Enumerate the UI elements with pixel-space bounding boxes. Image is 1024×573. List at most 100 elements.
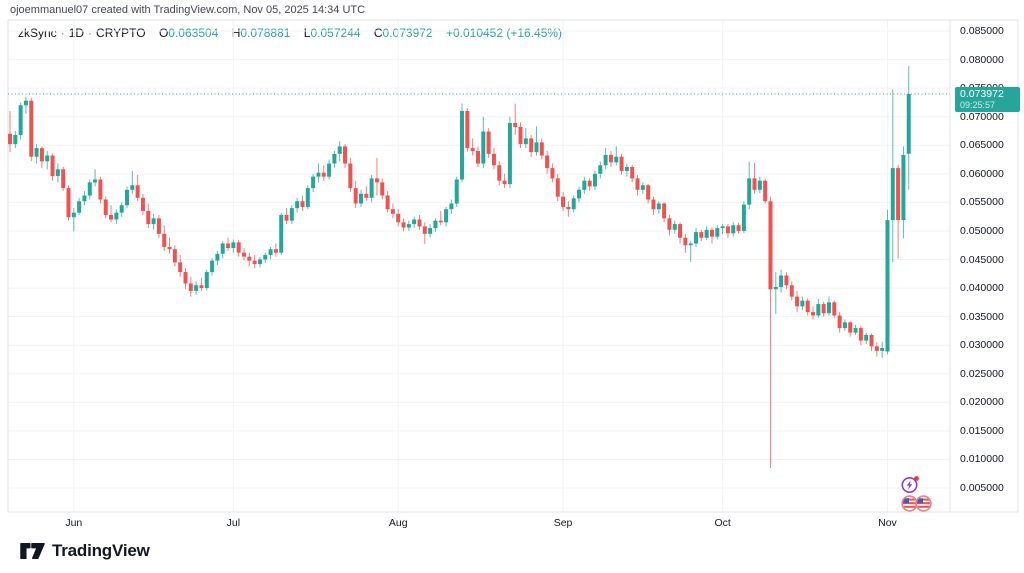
tradingview-logo[interactable]: TradingView [20,541,150,561]
lightning-sticker-icon[interactable] [900,475,921,495]
candle-up [194,285,199,291]
candle-down [390,209,395,214]
tradingview-logo-icon [20,543,45,559]
legend-separator: · [88,26,93,40]
candle-up [640,185,645,190]
candle-up [577,189,582,199]
candle-up [204,272,209,289]
last-price-badge: 0.073972 09:25:57 [955,86,1020,112]
candle-down [364,193,369,198]
candle-up [779,275,784,287]
ohlc-high: H0.078881 [231,26,291,40]
candle-up [885,220,890,352]
candle-up [316,172,321,177]
candle-up [656,203,661,210]
candle-up [449,203,454,210]
flag-stickers[interactable] [901,495,932,512]
last-price-value: 0.073972 [960,87,1004,100]
candle-up [220,243,225,254]
candle-up [369,178,374,198]
symbol-legend[interactable]: zkSync · 1D · CRYPTO O0.063504 H0.078881 L0.… [18,26,562,40]
candle-up [614,156,619,163]
change-value: +0.010452 (+16.45%) [445,26,563,40]
time-axis-label-sep: Sep [553,517,573,529]
price-axis-label: 0.050000 [960,224,1004,237]
candle-down [273,249,278,253]
flag-emoji-icon[interactable] [901,495,918,512]
time-axis-label-aug: Aug [388,517,408,529]
candle-up [289,208,294,221]
candle-up [305,188,310,207]
candle-up [444,209,449,223]
candle-down [651,199,656,210]
candle-down [66,188,71,218]
candle-down [188,283,193,291]
candle-down [811,312,816,316]
price-axis-label: 0.085000 [960,25,1004,37]
candle-up [13,134,18,145]
candle-up [82,195,87,202]
candle-down [348,163,353,189]
price-axis-label: 0.065000 [960,139,1004,152]
time-axis-label-jul: Jul [226,517,241,529]
candle-up [826,302,831,314]
candle-down [247,256,252,261]
candle-up [454,179,459,204]
price-axis-label: 0.030000 [960,339,1004,352]
candle-down [241,252,246,257]
candle-up [864,334,869,341]
candle-down [50,155,55,177]
candle-up [741,204,746,231]
candle-down [874,346,879,351]
price-axis-label: 0.025000 [960,367,1004,380]
candle-up [672,224,677,230]
candle-up [747,178,752,205]
flag-emoji-icon[interactable] [915,495,932,512]
candle-down [167,246,172,250]
candle-down [784,275,789,286]
price-axis-label: 0.070000 [960,110,1004,123]
candle-down [422,226,427,234]
candle-down [848,322,853,333]
candle-up [890,168,895,221]
candle-down [635,178,640,190]
candle-up [816,304,821,316]
candle-up [23,100,28,106]
candle-down [353,188,358,204]
candle-down [646,185,651,200]
candle-down [795,296,800,307]
time-axis-label-jun: Jun [65,517,83,529]
candle-up [694,232,699,244]
candle-down [709,229,714,237]
candle-down [832,302,837,316]
candle-up [460,110,465,180]
ohlc-low: L0.057244 [303,26,361,40]
candle-down [587,180,592,187]
candle-down [545,155,550,169]
candle-up [624,166,629,171]
market-label: CRYPTO [96,26,146,40]
price-axis-label: 0.035000 [960,310,1004,323]
chart-stickers[interactable] [900,475,936,513]
legend-separator: · [60,26,65,40]
candle-up [406,224,411,228]
candle-up [534,142,539,153]
candle-down [465,110,470,149]
price-axis-label: 0.055000 [960,196,1004,209]
attribution-text: ojoemmanuel07 created with TradingView.c… [10,4,366,16]
candle-up [268,249,273,255]
candle-down [725,226,730,234]
candle-down [374,178,379,183]
candle-down [752,178,757,190]
candle-down [486,131,491,154]
candle-up [800,300,805,307]
candle-down [619,156,624,171]
candle-down [385,195,390,210]
candle-down [561,196,566,207]
candle-down [438,220,443,223]
candle-down [699,232,704,238]
candle-down [630,166,635,179]
candle-down [321,172,326,177]
candle-up [507,122,512,185]
